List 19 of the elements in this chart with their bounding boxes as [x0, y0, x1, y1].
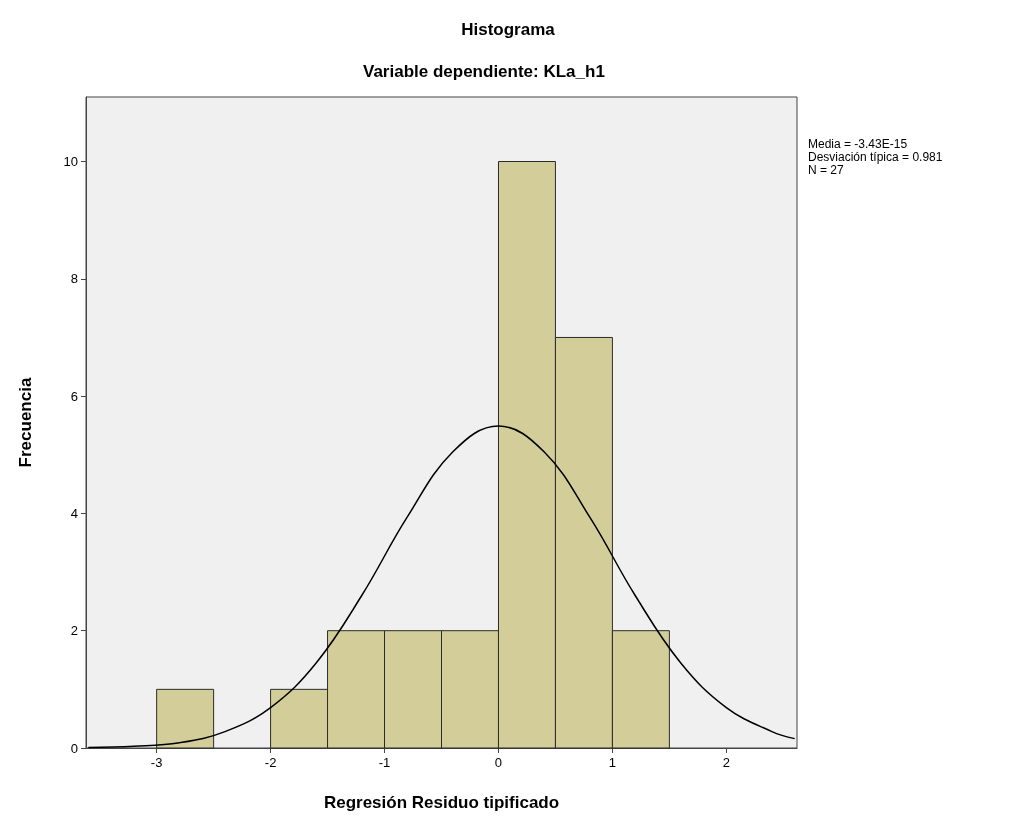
x-tick-label: -3 [150, 755, 163, 770]
x-tick-label: 0 [494, 755, 503, 770]
chart-title: Histograma [461, 20, 556, 39]
y-tick-label: 4 [70, 505, 78, 521]
text: N = 27 [808, 163, 845, 177]
text: Media = -3.43E-15 [808, 137, 908, 151]
y-tick-label: 8 [70, 271, 78, 287]
x-tick-label: -2 [264, 755, 277, 770]
y-tick-label: 6 [70, 388, 78, 404]
x-tick-label: 1 [608, 755, 617, 770]
y-axis-title: Frecuencia [16, 377, 35, 468]
x-tick-label: -1 [378, 755, 391, 770]
x-axis-title: Regresión Residuo tipificado [323, 793, 560, 812]
chart-subtitle: Variable dependiente: KLa_h1 [363, 62, 605, 81]
y-tick-label: 2 [70, 623, 78, 639]
y-tick-label: 0 [70, 740, 78, 756]
x-tick-label: 2 [722, 755, 730, 770]
y-tick-label: 10 [63, 154, 78, 170]
text: Desviación típica = 0.981 [808, 150, 943, 164]
